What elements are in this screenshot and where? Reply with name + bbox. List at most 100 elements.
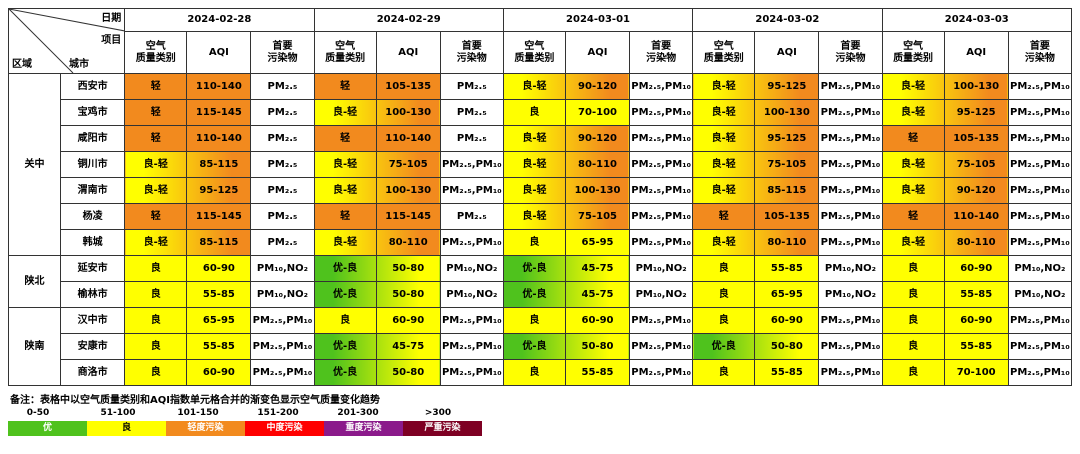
aqi-cell: 80-110	[943, 229, 1009, 256]
pollutant-cell: PM₂.₅	[250, 73, 315, 100]
category-cell: 良-轻	[502, 203, 566, 230]
corner-item-label: 项目	[101, 35, 122, 46]
date-header: 2024-02-29	[313, 8, 504, 32]
aqi-cell: 110-140	[375, 125, 441, 152]
date-header: 2024-03-02	[692, 8, 883, 32]
aqi-header: AQI	[375, 31, 441, 74]
pollutant-cell: PM₁₀,NO₂	[250, 255, 315, 282]
pollutant-cell: PM₂.₅,PM₁₀	[1007, 203, 1073, 230]
pollutant-cell: PM₁₀,NO₂	[439, 281, 504, 308]
category-cell: 良-轻	[502, 125, 566, 152]
legend-swatch: 轻度污染	[166, 421, 245, 436]
category-cell: 良-轻	[502, 177, 566, 204]
category-cell: 良	[502, 359, 566, 386]
aqi-cell: 100-130	[943, 73, 1009, 100]
category-cell: 良	[502, 307, 566, 334]
aqi-cell: 80-110	[754, 229, 820, 256]
category-cell: 轻	[313, 125, 377, 152]
pollutant-cell: PM₂.₅,PM₁₀	[818, 73, 883, 100]
aqi-cell: 95-125	[186, 177, 252, 204]
category-cell: 良-轻	[124, 151, 188, 178]
category-cell: 良	[692, 255, 756, 282]
city-row: 杨凌轻 115-145 PM₂.₅ 轻 115-145 PM₂.₅ 良-轻 75-105 PM₂…	[9, 203, 1073, 230]
pollutant-cell: PM₂.₅,PM₁₀	[818, 125, 883, 152]
aqi-cell: 100-130	[564, 177, 631, 204]
category-cell: 优-良	[313, 359, 377, 386]
category-cell: 良-轻	[881, 177, 945, 204]
pollutant-cell: PM₂.₅,PM₁₀	[818, 307, 883, 334]
legend-range-label: >300	[424, 408, 452, 418]
aqi-header: AQI	[754, 31, 820, 74]
pollutant-cell: PM₂.₅,PM₁₀	[629, 359, 694, 386]
aqi-cell: 60-90	[375, 307, 441, 334]
legend-swatch: 重度污染	[324, 421, 403, 436]
category-cell: 轻	[124, 99, 188, 126]
aqi-cell: 70-100	[943, 359, 1009, 386]
header-corner-cell: 日期 项目 区域 城市	[7, 8, 126, 74]
city-row: 商洛市良 60-90 PM₂.₅,PM₁₀ 优-良 50-80 PM₂.₅,PM₁₀ 良 55…	[9, 359, 1073, 386]
pollutant-cell: PM₂.₅,PM₁₀	[439, 333, 504, 360]
city-row: 安康市良 55-85 PM₂.₅,PM₁₀ 优-良 45-75 PM₂.₅,PM₁₀ 优-良…	[9, 333, 1073, 360]
aqi-cell: 110-140	[186, 125, 252, 152]
pollutant-cell: PM₂.₅,PM₁₀	[1007, 229, 1073, 256]
city-cell: 安康市	[60, 333, 126, 360]
aqi-cell: 60-90	[186, 359, 252, 386]
pollutant-cell: PM₂.₅,PM₁₀	[818, 177, 883, 204]
category-cell: 轻	[881, 125, 945, 152]
city-row: 韩城 良-轻 85-115 PM₂.₅ 良-轻 80-110 PM₂.₅,PM₁₀ 良 65-9…	[9, 229, 1073, 256]
category-cell: 良-轻	[881, 151, 945, 178]
pollutant-cell: PM₂.₅,PM₁₀	[818, 333, 883, 360]
legend-swatch: 优	[8, 421, 87, 436]
category-cell: 良	[881, 255, 945, 282]
city-cell: 渭南市	[60, 177, 126, 204]
region-cell: 陕北	[7, 255, 62, 308]
corner-city-label: 城市	[69, 59, 89, 70]
category-cell: 良	[881, 359, 945, 386]
category-cell: 优-良	[502, 333, 566, 360]
category-cell: 良-轻	[124, 177, 188, 204]
region-cell: 陕南	[7, 307, 62, 386]
category-cell: 良-轻	[313, 151, 377, 178]
category-cell: 良-轻	[692, 229, 756, 256]
aqi-cell: 100-130	[754, 99, 820, 126]
category-cell: 轻	[124, 125, 188, 152]
city-row: 陕南 汉中市良 65-95 PM₂.₅,PM₁₀ 良 60-90 PM₂.₅,PM₁₀ 良 60…	[7, 307, 1073, 386]
category-header: 空气 质量类别	[502, 31, 566, 74]
pollutant-cell: PM₂.₅,PM₁₀	[250, 333, 315, 360]
aqi-cell: 80-110	[375, 229, 441, 256]
aqi-header: AQI	[943, 31, 1009, 74]
category-cell: 良	[502, 229, 566, 256]
aqi-cell: 55-85	[564, 359, 631, 386]
aqi-cell: 110-140	[186, 73, 252, 100]
pollutant-header: 首要 污染物	[818, 31, 883, 74]
aqi-cell: 95-125	[754, 125, 820, 152]
aqi-cell: 45-75	[375, 333, 441, 360]
aqi-cell: 85-115	[754, 177, 820, 204]
aqi-cell: 45-75	[564, 281, 631, 308]
pollutant-cell: PM₂.₅	[250, 177, 315, 204]
aqi-cell: 55-85	[754, 255, 820, 282]
aqi-cell: 60-90	[943, 307, 1009, 334]
city-cell: 榆林市	[60, 281, 126, 308]
aqi-cell: 55-85	[943, 333, 1009, 360]
aqi-cell: 60-90	[186, 255, 252, 282]
pollutant-cell: PM₂.₅,PM₁₀	[439, 151, 504, 178]
category-cell: 良-轻	[881, 229, 945, 256]
category-header: 空气 质量类别	[692, 31, 756, 74]
pollutant-cell: PM₂.₅,PM₁₀	[629, 99, 694, 126]
category-cell: 轻	[692, 203, 756, 230]
city-cell: 汉中市	[60, 307, 126, 334]
legend-note: 备注：表格中以空气质量类别和AQI指数单元格合并的渐变色显示空气质量变化趋势	[10, 395, 380, 406]
aqi-cell: 105-135	[943, 125, 1009, 152]
aqi-cell: 55-85	[186, 333, 252, 360]
pollutant-cell: PM₂.₅,PM₁₀	[818, 151, 883, 178]
category-cell: 良-轻	[692, 151, 756, 178]
category-cell: 优-良	[502, 255, 566, 282]
pollutant-cell: PM₂.₅,PM₁₀	[629, 73, 694, 100]
forecast-container: 日期 项目 区域 城市 2024-02-28 2024-02-29 2024-03-…	[7, 8, 1073, 436]
category-cell: 良-轻	[692, 125, 756, 152]
aqi-header: AQI	[186, 31, 252, 74]
city-cell: 西安市	[60, 73, 126, 100]
pollutant-cell: PM₂.₅,PM₁₀	[250, 307, 315, 334]
aqi-cell: 105-135	[375, 73, 441, 100]
